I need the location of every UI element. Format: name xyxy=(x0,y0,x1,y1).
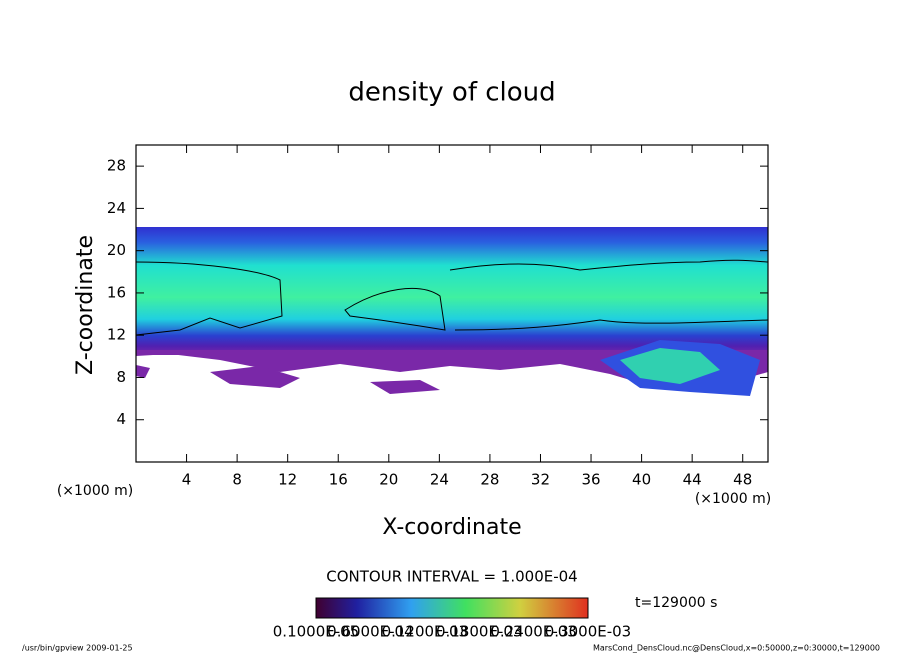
x-axis-label: X-coordinate xyxy=(382,515,521,540)
colorbar-label: 0.2400E-03 xyxy=(490,623,576,641)
y-tick-label: 12 xyxy=(107,326,126,344)
contour-lines xyxy=(135,259,769,336)
contour-interval: CONTOUR INTERVAL = 1.000E-04 xyxy=(326,568,577,586)
y-unit: (×1000 m) xyxy=(57,483,133,499)
x-unit: (×1000 m) xyxy=(695,491,771,507)
y-tick-label: 24 xyxy=(107,199,126,217)
y-tick-label: 16 xyxy=(107,283,126,301)
x-tick-label: 12 xyxy=(278,471,297,489)
x-tick-label: 44 xyxy=(683,471,702,489)
footer-left: /usr/bin/gpview 2009-01-25 xyxy=(22,644,133,653)
x-tick-label: 48 xyxy=(733,471,752,489)
x-tick-label: 28 xyxy=(480,471,499,489)
colorbar-label: 0.1000E-05 xyxy=(273,623,359,641)
plot-frame xyxy=(135,144,769,463)
y-tick-label: 4 xyxy=(116,410,126,428)
colorbar-label: 0.3000E-03 xyxy=(545,623,631,641)
time-label: t=129000 s xyxy=(635,595,717,611)
footer-right: MarsCond_DensCloud.nc@DensCloud,x=0:5000… xyxy=(593,644,880,653)
colorbar-label: 0.1200E-03 xyxy=(382,623,468,641)
x-tick-label: 8 xyxy=(232,471,242,489)
y-axis-label: Z-coordinate xyxy=(73,235,98,375)
field xyxy=(136,227,768,396)
x-tick-label: 36 xyxy=(581,471,600,489)
x-tick-label: 20 xyxy=(379,471,398,489)
x-tick-label: 16 xyxy=(329,471,348,489)
x-tick-label: 24 xyxy=(430,471,449,489)
colorbar-label: 0.1800E-03 xyxy=(436,623,522,641)
y-tick-label: 20 xyxy=(107,241,126,259)
y-tick-label: 8 xyxy=(116,368,126,386)
chart-title: density of cloud xyxy=(348,78,555,108)
x-tick-label: 4 xyxy=(182,471,192,489)
colorbar-label: 0.6000E-04 xyxy=(327,623,413,641)
colorbar xyxy=(315,597,589,619)
x-tick-label: 32 xyxy=(531,471,550,489)
y-tick-label: 28 xyxy=(107,157,126,175)
x-tick-label: 40 xyxy=(632,471,651,489)
